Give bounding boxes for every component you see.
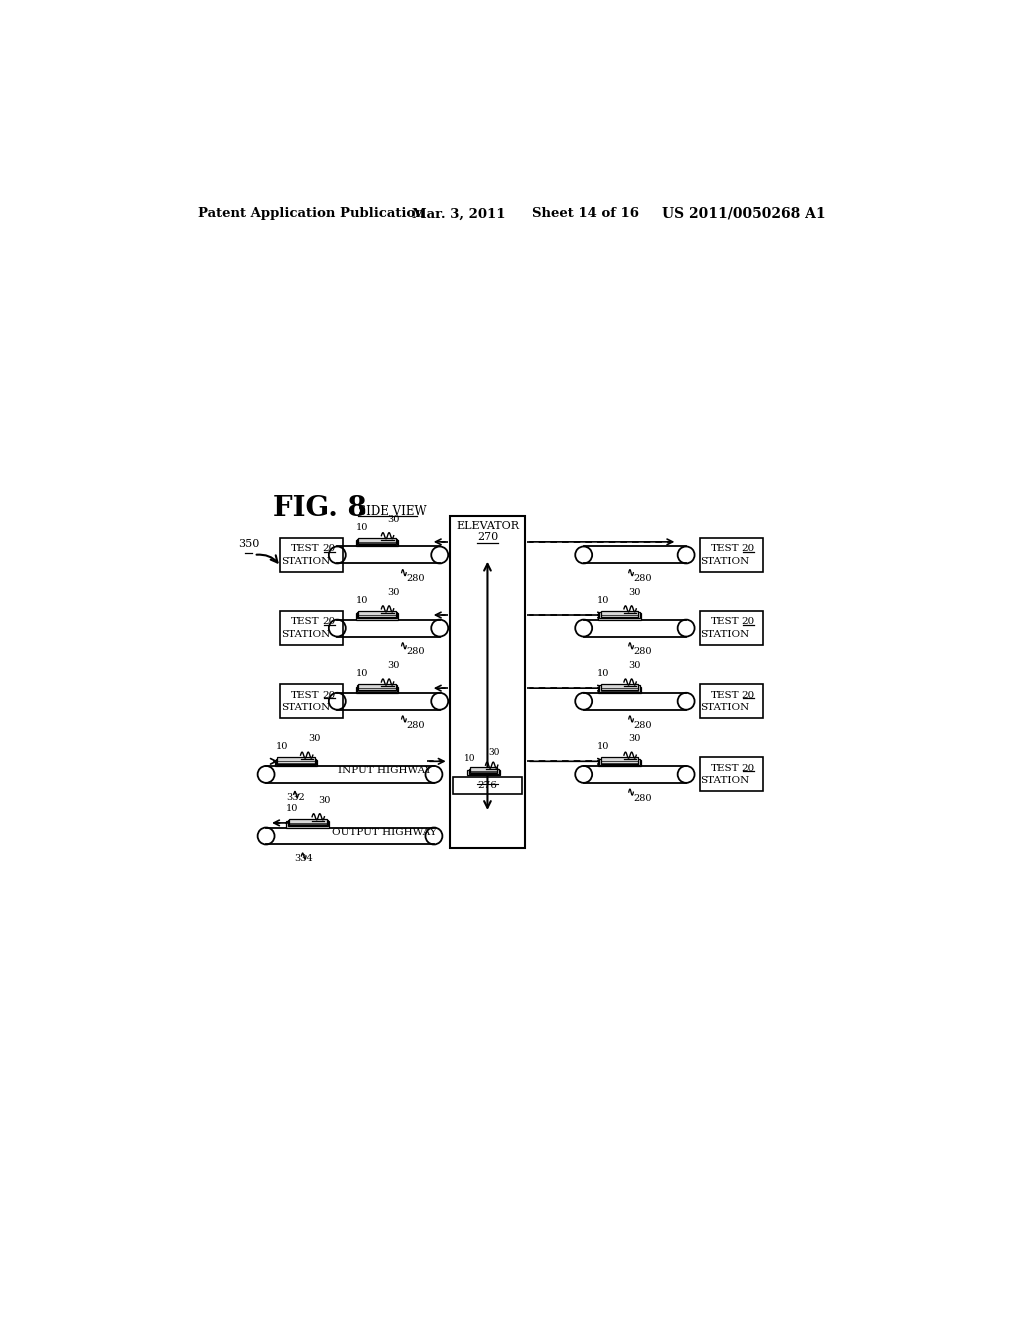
Text: 20: 20: [741, 618, 755, 627]
Text: ELEVATOR: ELEVATOR: [456, 520, 519, 531]
Text: 10: 10: [596, 669, 608, 678]
Bar: [598, 614, 641, 619]
Text: 30: 30: [388, 515, 400, 524]
Bar: [280, 684, 343, 718]
Bar: [467, 770, 500, 775]
Text: STATION: STATION: [281, 630, 330, 639]
Text: 10: 10: [355, 595, 368, 605]
Text: SIDE VIEW: SIDE VIEW: [357, 504, 426, 517]
Bar: [601, 611, 638, 618]
Text: TEST: TEST: [291, 544, 319, 553]
Text: 30: 30: [488, 748, 500, 758]
Text: TEST: TEST: [711, 764, 739, 772]
Bar: [355, 540, 398, 546]
Bar: [288, 820, 328, 826]
Text: 10: 10: [596, 742, 608, 751]
Bar: [280, 611, 343, 645]
Text: 30: 30: [308, 734, 321, 743]
Bar: [355, 686, 398, 693]
Text: STATION: STATION: [281, 557, 330, 565]
Bar: [599, 759, 640, 764]
Bar: [358, 684, 396, 690]
Text: 30: 30: [629, 587, 641, 597]
Bar: [358, 611, 396, 618]
Bar: [357, 685, 397, 692]
Text: 280: 280: [634, 793, 652, 803]
Text: TEST: TEST: [711, 544, 739, 553]
Text: 20: 20: [741, 764, 755, 772]
Text: 30: 30: [318, 796, 331, 805]
Text: OUTPUT HIGHWAY: OUTPUT HIGHWAY: [332, 828, 437, 837]
Bar: [699, 684, 763, 718]
Text: 10: 10: [286, 804, 298, 813]
Text: 20: 20: [322, 690, 335, 700]
Bar: [357, 612, 397, 619]
Text: 30: 30: [388, 587, 400, 597]
Text: 10: 10: [596, 595, 608, 605]
Text: 20: 20: [322, 544, 335, 553]
Text: Mar. 3, 2011: Mar. 3, 2011: [412, 207, 505, 220]
Text: 280: 280: [407, 574, 425, 583]
Text: INPUT HIGHWAY: INPUT HIGHWAY: [338, 766, 431, 775]
Bar: [274, 760, 317, 766]
Text: 30: 30: [388, 661, 400, 671]
Text: FIG. 8: FIG. 8: [273, 495, 367, 523]
Bar: [469, 768, 499, 774]
Text: STATION: STATION: [700, 630, 750, 639]
Bar: [599, 612, 640, 619]
Text: 350: 350: [238, 540, 259, 549]
Text: US 2011/0050268 A1: US 2011/0050268 A1: [662, 207, 825, 220]
Text: 10: 10: [464, 754, 475, 763]
Text: 334: 334: [295, 854, 313, 863]
Text: STATION: STATION: [700, 704, 750, 711]
Text: 280: 280: [407, 648, 425, 656]
Text: Patent Application Publication: Patent Application Publication: [199, 207, 425, 220]
Bar: [598, 760, 641, 766]
Bar: [601, 758, 638, 763]
Bar: [278, 758, 315, 763]
Text: TEST: TEST: [711, 618, 739, 627]
Text: 276: 276: [477, 780, 498, 789]
Text: TEST: TEST: [291, 690, 319, 700]
Bar: [276, 759, 316, 764]
Bar: [358, 539, 396, 544]
Bar: [598, 686, 641, 693]
Text: 10: 10: [355, 669, 368, 678]
Bar: [699, 758, 763, 792]
Bar: [289, 818, 327, 825]
Text: STATION: STATION: [700, 776, 750, 785]
Text: 10: 10: [355, 523, 368, 532]
Text: 30: 30: [629, 734, 641, 743]
Bar: [699, 611, 763, 645]
Bar: [470, 767, 498, 774]
Text: 332: 332: [287, 793, 305, 801]
Bar: [601, 684, 638, 690]
Text: Sheet 14 of 16: Sheet 14 of 16: [532, 207, 640, 220]
Text: 280: 280: [634, 721, 652, 730]
Text: TEST: TEST: [291, 618, 319, 627]
Text: 20: 20: [741, 690, 755, 700]
Text: TEST: TEST: [711, 690, 739, 700]
Text: 10: 10: [276, 742, 289, 751]
Bar: [451, 516, 524, 847]
Text: 20: 20: [741, 544, 755, 553]
Bar: [454, 776, 521, 793]
Bar: [357, 539, 397, 545]
Text: 280: 280: [634, 574, 652, 583]
Text: STATION: STATION: [700, 557, 750, 565]
Text: 20: 20: [322, 618, 335, 627]
Bar: [287, 821, 329, 828]
Text: 280: 280: [407, 721, 425, 730]
Bar: [599, 685, 640, 692]
Bar: [280, 539, 343, 572]
Text: STATION: STATION: [281, 704, 330, 711]
Text: 270: 270: [477, 532, 498, 543]
Text: 30: 30: [629, 661, 641, 671]
Text: 280: 280: [634, 648, 652, 656]
Bar: [355, 614, 398, 619]
Bar: [699, 539, 763, 572]
